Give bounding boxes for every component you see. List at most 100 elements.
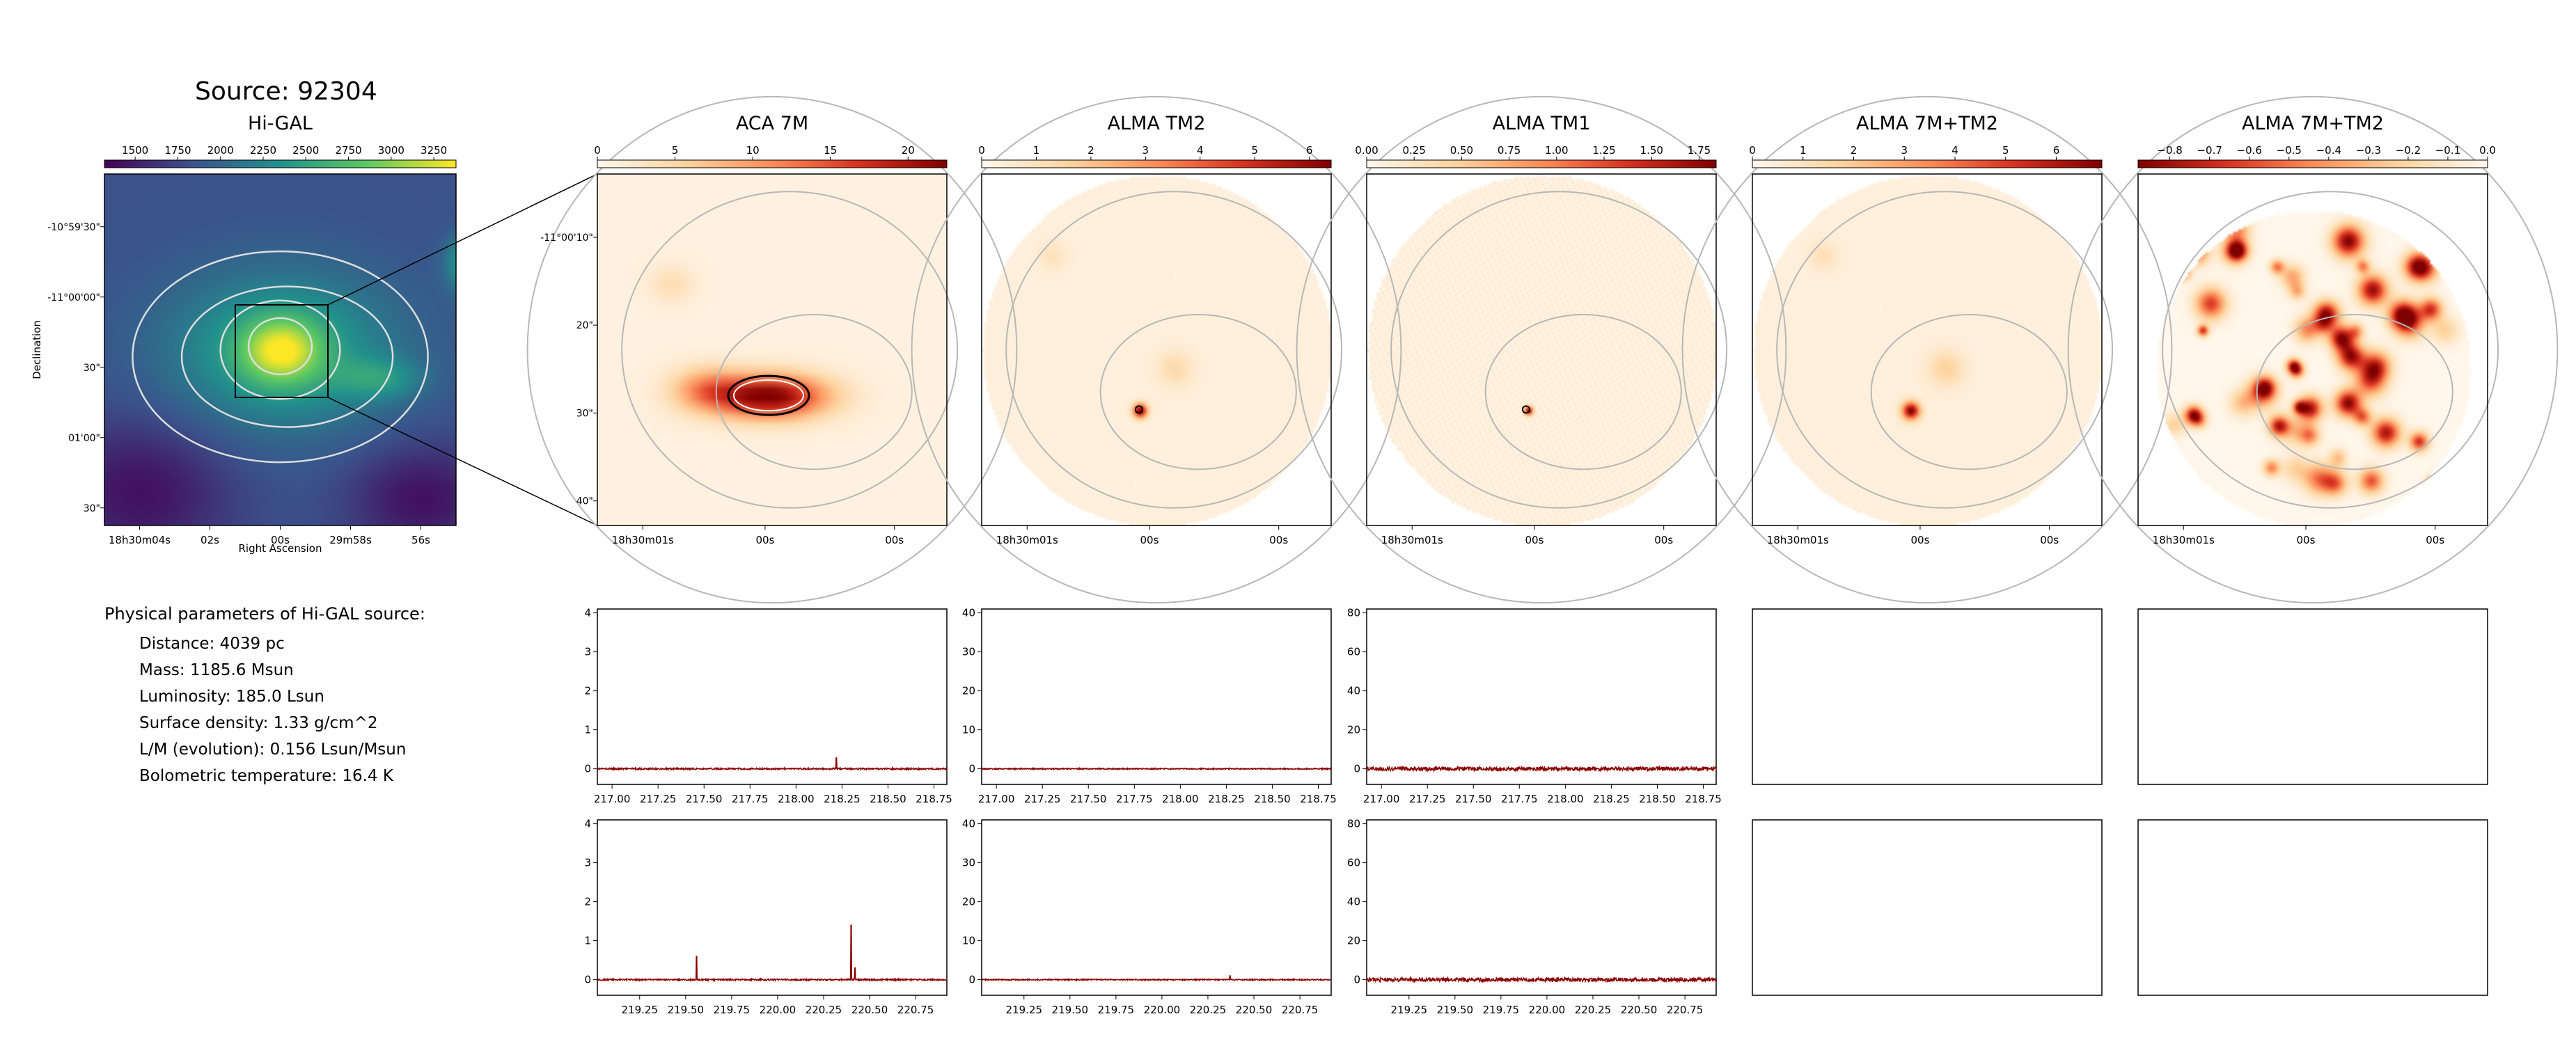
colorbar-tick-label: 0: [1749, 144, 1756, 157]
image-layer: [104, 174, 2488, 525]
y-tick-label: 2: [584, 896, 591, 908]
y-tick-label: 30": [84, 363, 100, 374]
map-image: [1367, 174, 1716, 525]
colorbar-tick-label: 6: [1306, 144, 1313, 157]
x-tick-label: 219.50: [1437, 1004, 1474, 1016]
y-tick-label: 30": [84, 503, 100, 514]
param-distance: Distance: 4039 pc: [139, 635, 285, 653]
panel-title: ALMA TM2: [1108, 113, 1206, 134]
colorbar-tick-label: 0: [978, 144, 985, 157]
colorbar-tick-label: 6: [2053, 144, 2060, 157]
spectrum-frame: [2137, 819, 2488, 996]
physical-parameters-title: Physical parameters of Hi-GAL source:: [104, 604, 425, 624]
colorbar-tick-label: 2: [1087, 144, 1094, 157]
colorbar-tick-label: −0.8: [2157, 144, 2182, 157]
x-tick-label: 218.25: [1208, 793, 1245, 805]
map-frame: [1752, 173, 2103, 526]
colorbar-tick-label: 15: [824, 144, 837, 157]
y-tick-label: 3: [584, 646, 591, 658]
higal-contour: [180, 285, 394, 428]
colorbar-tick-label: −0.7: [2197, 144, 2222, 157]
x-tick-label: 219.75: [1098, 1004, 1135, 1016]
x-tick-label: 219.50: [668, 1004, 705, 1016]
x-tick-label: 00s: [1269, 534, 1288, 546]
x-tick-label: 219.25: [1391, 1004, 1428, 1016]
y-tick-label: 01'00": [68, 433, 100, 444]
x-tick-label: 220.00: [1144, 1004, 1181, 1016]
y-tick-label: 20: [1347, 935, 1360, 947]
y-tick-label: 1: [584, 724, 591, 736]
y-tick-label: 60: [1347, 857, 1360, 869]
aca-beam-ellipse: [727, 374, 810, 416]
x-tick-label: 217.50: [686, 793, 723, 805]
spectrum-line: [981, 766, 1332, 771]
map-image: [2138, 174, 2488, 525]
x-tick-label: 218.75: [1300, 793, 1337, 805]
y-tick-label: 3: [584, 857, 591, 869]
colorbar-tick-label: 20: [902, 144, 915, 157]
colorbar-tick-label: 0.75: [1498, 144, 1521, 157]
map-contour: [1296, 95, 1787, 604]
x-tick-label: 00s: [1140, 534, 1159, 546]
map-contour: [715, 313, 913, 470]
spectrum-frame: [981, 819, 1332, 996]
spectrum-frame: [2137, 608, 2488, 785]
colorbar-tick-label: 0.50: [1450, 144, 1473, 157]
x-tick-label: 217.75: [1116, 793, 1153, 805]
y-tick-label: 40: [1347, 896, 1360, 908]
map-contour: [526, 95, 1018, 604]
map-contour: [621, 191, 959, 509]
colorbar-tick-label: 1.00: [1545, 144, 1568, 157]
y-tick-label: 4: [584, 818, 591, 830]
spectrum-line: [1366, 976, 1717, 984]
aca-beam-inner: [732, 379, 804, 412]
colorbar: [1752, 159, 2103, 168]
colorbar-tick-label: −0.3: [2356, 144, 2381, 157]
param-bolometric-temperature: Bolometric temperature: 16.4 K: [139, 767, 393, 785]
x-tick-label: 217.50: [1455, 793, 1492, 805]
x-tick-label: 00s: [1911, 534, 1930, 546]
y-tick-label: 0: [968, 763, 975, 775]
y-tick-label: 40: [1347, 685, 1360, 697]
y-tick-label: 40: [962, 818, 975, 830]
x-tick-label: 18h30m04s: [109, 534, 171, 546]
x-tick-label: 18h30m01s: [2153, 534, 2215, 546]
colorbar: [597, 159, 948, 168]
x-tick-label: 220.25: [1575, 1004, 1612, 1016]
panel-title: ALMA 7M+TM2: [1856, 113, 1998, 134]
colorbar-tick-label: −0.5: [2277, 144, 2302, 157]
colorbar-tick-label: −0.2: [2396, 144, 2421, 157]
y-tick-label: 1: [584, 935, 591, 947]
y-tick-label: 0: [1353, 974, 1360, 986]
physical-parameters-list: Distance: 4039 pc Mass: 1185.6 Msun Lumi…: [139, 631, 406, 789]
y-tick-label: 2: [584, 685, 591, 697]
higal-contour: [247, 317, 313, 376]
x-tick-label: 56s: [411, 534, 430, 546]
x-tick-label: 219.25: [1006, 1004, 1043, 1016]
x-tick-label: 220.50: [1236, 1004, 1273, 1016]
param-lm-evolution: L/M (evolution): 0.156 Lsun/Msun: [139, 741, 407, 759]
x-tick-label: 219.25: [622, 1004, 659, 1016]
y-tick-label: 30: [962, 857, 975, 869]
y-tick-label: 20: [962, 896, 975, 908]
x-tick-label: 218.50: [1639, 793, 1676, 805]
map-contour: [1484, 313, 1682, 470]
colorbar-tick-label: 0.0: [2479, 144, 2496, 157]
x-tick-label: 218.75: [916, 793, 952, 805]
zoom-connector-top: [327, 173, 598, 306]
spectrum-line: [597, 924, 948, 983]
x-tick-label: 217.25: [1409, 793, 1446, 805]
higal-contour: [132, 250, 429, 464]
colorbar-tick-label: 1750: [164, 144, 191, 157]
x-tick-label: 218.50: [870, 793, 906, 805]
x-tick-label: 220.75: [1282, 1004, 1319, 1016]
x-tick-label: 02s: [201, 534, 219, 546]
spectrum-frame: [597, 819, 948, 996]
map-image: [1752, 174, 2102, 525]
param-mass: Mass: 1185.6 Msun: [139, 661, 294, 679]
x-tick-label: 00s: [1525, 534, 1544, 546]
map-frame: [597, 173, 948, 526]
higal-colorbar: [104, 159, 457, 168]
y-tick-label: 20: [962, 685, 975, 697]
x-tick-label: 18h30m01s: [1767, 534, 1829, 546]
